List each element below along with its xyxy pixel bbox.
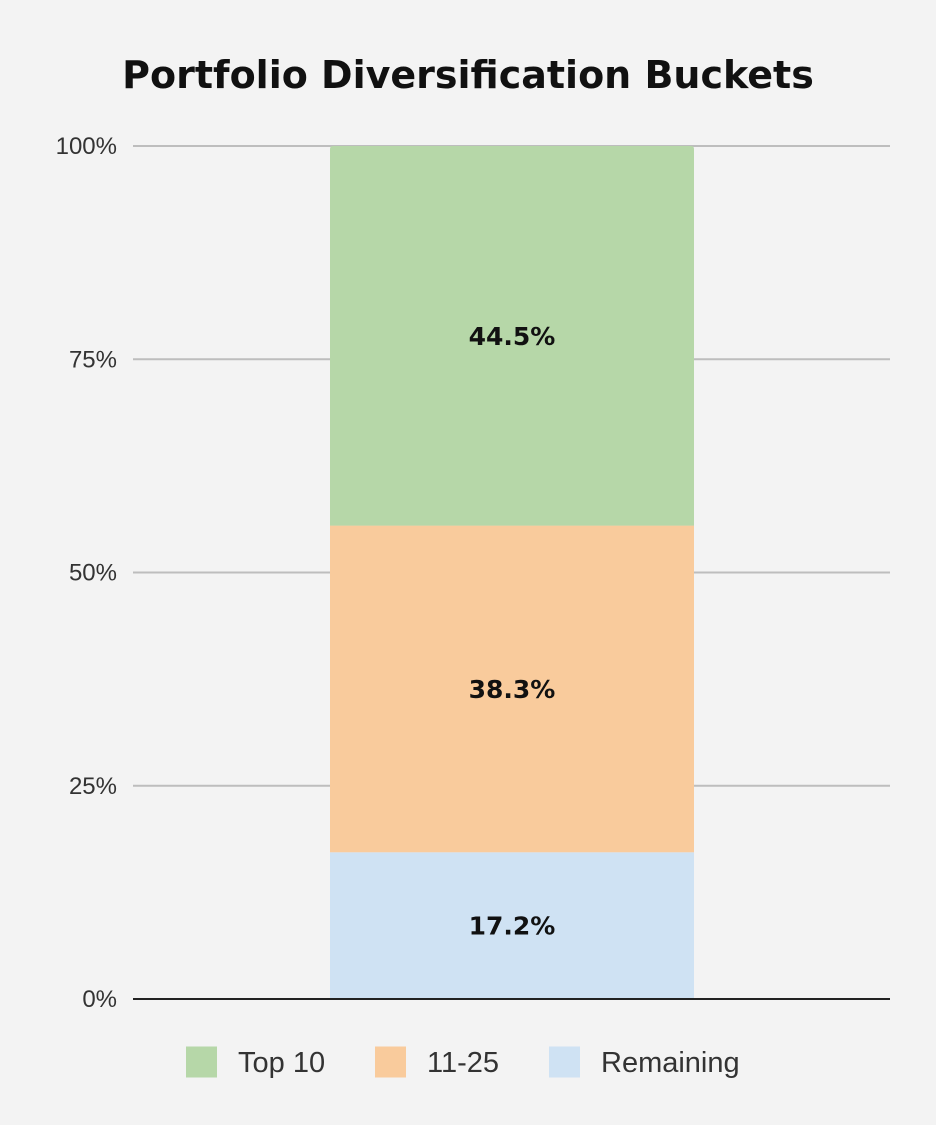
y-tick-label: 0% xyxy=(82,986,117,1013)
legend-label: Top 10 xyxy=(238,1047,325,1079)
data-label: 17.2% xyxy=(469,912,556,941)
data-labels: 17.2% 38.3% 44.5% xyxy=(469,322,556,941)
chart-title: Portfolio Diversification Buckets xyxy=(122,53,814,97)
legend-swatch xyxy=(186,1046,217,1078)
bar-segment-top-10 xyxy=(330,146,694,526)
data-label: 38.3% xyxy=(469,675,556,704)
y-tick-label: 100% xyxy=(56,133,117,160)
y-tick-label: 25% xyxy=(69,773,117,800)
legend-label: 11-25 xyxy=(427,1047,499,1079)
y-tick-label: 50% xyxy=(69,560,117,587)
bar-segment-remaining xyxy=(330,852,694,999)
legend-swatch xyxy=(375,1046,406,1078)
legend: Top 10 11-25 Remaining xyxy=(186,1046,740,1079)
y-axis-ticks: 0% 25% 50% 75% 100% xyxy=(56,133,117,1013)
data-label: 44.5% xyxy=(469,322,556,351)
bar-segments xyxy=(330,146,694,999)
legend-swatch xyxy=(549,1046,580,1078)
legend-label: Remaining xyxy=(601,1047,740,1079)
y-tick-label: 75% xyxy=(69,346,117,373)
bar-segment-11-25 xyxy=(330,525,694,853)
